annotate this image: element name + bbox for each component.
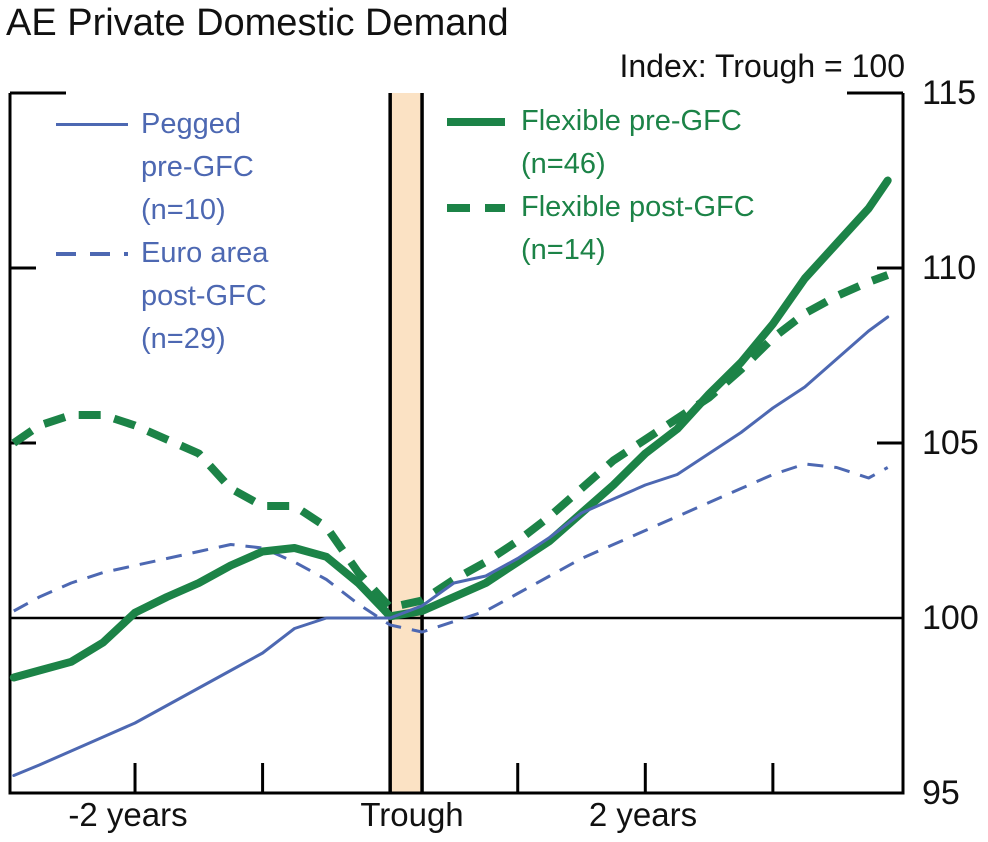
x-axis-label-plus-2-years: 2 years [588, 796, 698, 833]
y-axis-label-95: 95 [922, 774, 960, 812]
legend-green-group: Flexible pre-GFC (n=46) Flexible post-GF… [447, 100, 755, 272]
series-flexible-post-gfc [11, 271, 890, 612]
y-axis-label-105: 105 [922, 424, 979, 462]
legend-text-line: (n=14) [521, 234, 606, 266]
legend-item-flexible-pre-gfc: Flexible pre-GFC (n=46) [447, 100, 755, 186]
trough-band [390, 93, 423, 793]
series-flexible-pre-gfc [9, 176, 892, 682]
x-axis-label-trough: Trough [360, 796, 464, 833]
legend-text-line: (n=46) [521, 148, 606, 180]
legend-text-line: Flexible post-GFC [521, 191, 755, 223]
legend-item-euro-area-post-gfc: Euro area post-GFC (n=29) [56, 232, 268, 361]
legend-item-label: Pegged pre-GFC (n=10) [141, 103, 254, 232]
legend-text-line: Euro area [141, 237, 269, 269]
chart-title: AE Private Domestic Demand [6, 2, 509, 44]
legend-text-line: post-GFC [141, 280, 267, 312]
legend-item-label: Flexible pre-GFC (n=46) [521, 100, 742, 186]
legend-item-flexible-post-gfc: Flexible post-GFC (n=14) [447, 186, 755, 272]
legend-text-line: (n=10) [141, 194, 226, 226]
y-axis-label-110: 110 [922, 249, 977, 287]
legend-item-label: Euro area post-GFC (n=29) [141, 232, 268, 361]
legend-text-line: Pegged [141, 108, 241, 140]
legend-text-line: pre-GFC [141, 151, 254, 183]
legend-text-line: (n=29) [141, 323, 226, 355]
series-pegged-pre-gfc [12, 315, 890, 777]
legend-text-line: Flexible pre-GFC [521, 105, 742, 137]
chart-subtitle: Index: Trough = 100 [619, 48, 905, 84]
y-axis-label-115: 115 [922, 74, 977, 112]
y-axis-label-100: 100 [922, 599, 979, 637]
x-axis-label-minus-2-years: -2 years [68, 796, 188, 833]
solid-green-line-swatch [447, 118, 505, 126]
legend-item-pegged-pre-gfc: Pegged pre-GFC (n=10) [56, 103, 268, 232]
solid-blue-line-swatch [56, 123, 128, 126]
dashed-green-line-swatch [447, 204, 505, 212]
dashed-blue-line-swatch [56, 252, 128, 256]
legend-blue-group: Pegged pre-GFC (n=10) Euro area post-GFC… [56, 103, 268, 361]
legend-item-label: Flexible post-GFC (n=14) [521, 186, 755, 272]
